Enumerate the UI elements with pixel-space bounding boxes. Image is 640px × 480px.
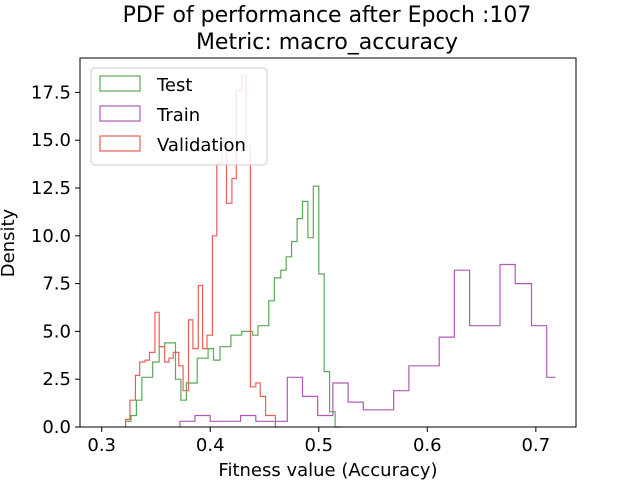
y-tick-label: 15.0 (31, 130, 71, 151)
legend: Test Train Validation (90, 67, 268, 166)
series-layer (125, 74, 556, 428)
y-tick-label: 0.0 (42, 417, 71, 438)
x-tick-label: 0.6 (413, 435, 442, 456)
x-tick-label: 0.5 (304, 435, 333, 456)
legend-swatch-train (99, 105, 141, 122)
chart-title-line2: Metric: macro_accuracy (196, 30, 458, 55)
legend-box (90, 67, 268, 166)
legend-swatch-validation (99, 135, 141, 152)
legend-swatch-test (99, 75, 141, 92)
histogram-step-test (125, 185, 342, 428)
x-axis-label: Fitness value (Accuracy) (218, 460, 437, 480)
x-tick-label: 0.4 (196, 435, 225, 456)
y-axis-label: Density (0, 208, 19, 277)
series-test (125, 185, 342, 428)
legend-label-train: Train (156, 105, 200, 126)
y-tick-label: 5.0 (42, 321, 71, 342)
y-axis: 0.0 2.5 5.0 7.5 10.0 12.5 15.0 17.5 (31, 82, 80, 438)
legend-label-test: Test (156, 75, 192, 96)
y-tick-label: 12.5 (31, 178, 71, 199)
series-validation (125, 74, 278, 428)
y-tick-label: 7.5 (42, 274, 71, 295)
y-tick-label: 17.5 (31, 82, 71, 103)
x-tick-label: 0.7 (522, 435, 551, 456)
histogram-step-validation (125, 74, 278, 428)
y-tick-label: 10.0 (31, 226, 71, 247)
y-tick-label: 2.5 (42, 369, 71, 390)
series-train (179, 263, 556, 427)
histogram-step-train (179, 263, 556, 427)
x-axis: 0.3 0.4 0.5 0.6 0.7 (87, 427, 550, 456)
x-tick-label: 0.3 (87, 435, 116, 456)
legend-label-validation: Validation (157, 135, 246, 156)
chart-title-line1: PDF of performance after Epoch :107 (123, 3, 532, 28)
plot-frame (79, 57, 577, 428)
